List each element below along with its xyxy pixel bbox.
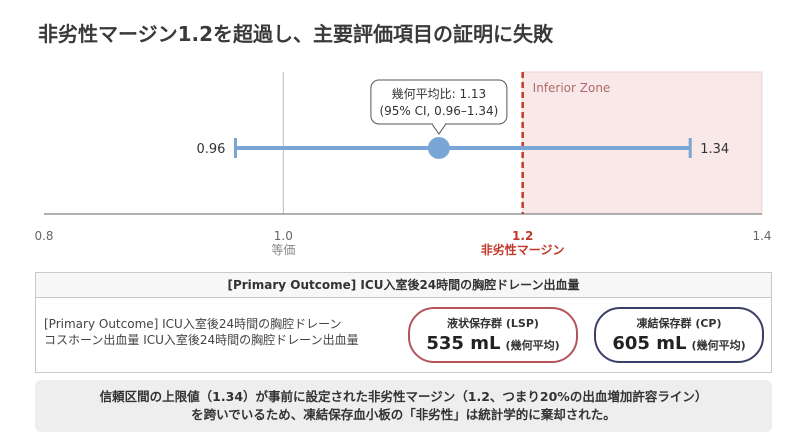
x-tick-label: 1.0 bbox=[274, 229, 293, 243]
outcome-row-label: [Primary Outcome] ICU入室後24時間の胸腔ドレーン コスホー… bbox=[44, 316, 399, 348]
cp-group-card: 凍結保存群 (CP) 605 mL (幾何平均) bbox=[594, 307, 764, 363]
lsp-group-value-row: 535 mL (幾何平均) bbox=[410, 333, 576, 354]
lsp-group-name: 液状保存群 (LSP) bbox=[447, 317, 539, 330]
conclusion-line1: 信頼区間の上限値（1.34）が事前に設定された非劣性マージン（1.2、つまり20… bbox=[99, 389, 708, 404]
lsp-group-card: 液状保存群 (LSP) 535 mL (幾何平均) bbox=[408, 307, 578, 363]
cp-group-value-row: 605 mL (幾何平均) bbox=[596, 333, 762, 354]
equivalence-label: 等価 bbox=[271, 243, 295, 257]
inferior-zone-label: Inferior Zone bbox=[533, 81, 611, 95]
outcome-row-label-line1: [Primary Outcome] ICU入室後24時間の胸腔ドレーン bbox=[44, 317, 342, 331]
ci-upper-label: 1.34 bbox=[700, 142, 729, 157]
cp-group-value: 605 mL bbox=[612, 333, 687, 354]
primary-outcome-table: [Primary Outcome] ICU入室後24時間の胸腔ドレーン出血量 [… bbox=[35, 272, 772, 373]
lsp-group-value: 535 mL bbox=[426, 333, 501, 354]
outcome-row: [Primary Outcome] ICU入室後24時間の胸腔ドレーン コスホー… bbox=[36, 298, 771, 373]
cp-group-name: 凍結保存群 (CP) bbox=[636, 317, 722, 330]
x-tick-label: 1.4 bbox=[752, 229, 771, 243]
forest-plot: Inferior Zone 0.8 1.0 1.2 1.4 等価 非劣性マージン 0.96 1.… bbox=[34, 71, 772, 257]
outcome-row-label-line2: コスホーン出血量 ICU入室後24時間の胸腔ドレーン出血量 bbox=[44, 333, 359, 347]
x-tick-label: 0.8 bbox=[34, 229, 53, 243]
estimate-callout-line2: (95% CI, 0.96–1.34) bbox=[379, 104, 498, 118]
conclusion-box: 信頼区間の上限値（1.34）が事前に設定された非劣性マージン（1.2、つまり20… bbox=[35, 380, 772, 432]
point-estimate bbox=[427, 137, 450, 159]
non-inferiority-margin-label: 非劣性マージン bbox=[481, 242, 565, 257]
estimate-callout-line1: 幾何平均比: 1.13 bbox=[392, 87, 487, 101]
estimate-callout-pointer bbox=[431, 123, 447, 135]
ci-lower-label: 0.96 bbox=[197, 142, 226, 157]
inferior-zone bbox=[522, 71, 763, 215]
conclusion-line2: を跨いでいるため、凍結保存血小板の「非劣性」は統計学的に棄却された。 bbox=[191, 407, 616, 422]
page-title: 非劣性マージン1.2を超過し、主要評価項目の証明に失敗 bbox=[38, 22, 554, 46]
cp-group-unit: (幾何平均) bbox=[691, 339, 746, 352]
lsp-group-unit: (幾何平均) bbox=[505, 339, 560, 352]
x-tick-label: 1.2 bbox=[512, 229, 533, 243]
outcome-header: [Primary Outcome] ICU入室後24時間の胸腔ドレーン出血量 bbox=[36, 273, 771, 298]
